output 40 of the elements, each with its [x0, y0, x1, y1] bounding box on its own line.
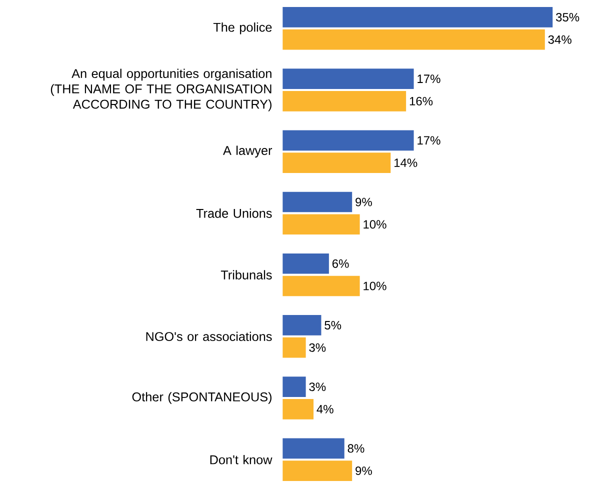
data-label: 35% — [556, 12, 580, 22]
y-tick-label: Trade Unions — [196, 208, 272, 218]
data-label: 8% — [348, 444, 364, 453]
y-tick-label: The police — [213, 22, 272, 34]
data-label: 3% — [309, 343, 326, 352]
data-label: 14% — [394, 158, 418, 167]
bar — [282, 192, 352, 212]
bar — [282, 7, 553, 28]
data-label: 4% — [316, 404, 334, 414]
bar — [282, 276, 360, 296]
bar — [282, 68, 414, 89]
bar — [282, 376, 306, 397]
y-tick-label: NGO's or associations — [146, 332, 272, 342]
bar — [282, 315, 322, 336]
bar — [282, 337, 306, 358]
bar — [282, 460, 352, 481]
y-tick-label: Don't know — [210, 454, 272, 464]
y-tick-label: An equal opportunities organisation (THE NAME OF THE ORGANISATION ACCORDING TO THE COUNTRY) — [50, 68, 272, 112]
bar — [282, 438, 344, 459]
data-label: 9% — [356, 466, 372, 476]
data-label: 3% — [309, 382, 326, 392]
data-label: 17% — [418, 136, 440, 145]
bar — [282, 91, 406, 112]
y-tick-label: A lawyer — [223, 146, 272, 158]
data-label: 17% — [418, 74, 440, 83]
y-tick-label: Other (SPONTANEOUS) — [132, 392, 272, 404]
bar — [282, 130, 414, 151]
data-label: 34% — [548, 35, 572, 44]
bar — [282, 253, 329, 274]
data-label: 6% — [332, 259, 349, 268]
bar — [282, 214, 360, 235]
y-tick-label: Tribunals — [220, 270, 272, 280]
data-label: 16% — [410, 96, 433, 106]
bar — [282, 152, 391, 173]
data-label: 10% — [364, 282, 386, 290]
bar — [282, 399, 314, 420]
data-label: 10% — [364, 220, 386, 229]
data-label: 5% — [324, 321, 342, 330]
data-label: 9% — [356, 198, 372, 206]
bar — [282, 29, 545, 50]
